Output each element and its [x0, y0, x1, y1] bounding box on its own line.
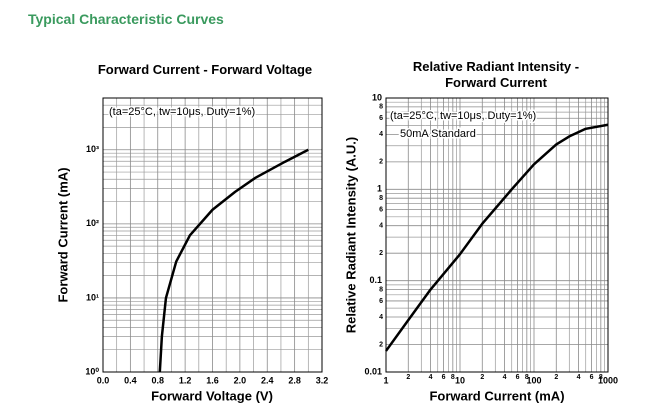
- y-tick-label: 2: [379, 250, 383, 257]
- x-tick-label: 6: [442, 374, 446, 381]
- y-tick-label: 8: [379, 286, 383, 293]
- annotation: (ta=25°C, tw=10μs, Duty=1%): [109, 106, 255, 118]
- data-line: [158, 148, 309, 373]
- y-tick-label: 1: [377, 184, 382, 194]
- x-tick-label: 2.4: [261, 375, 274, 385]
- y-tick-label: 10: [372, 92, 382, 102]
- y-tick-label: 6: [379, 206, 383, 213]
- x-tick-label: 0.4: [124, 375, 137, 385]
- annotation: 50mA Standard: [400, 128, 476, 140]
- x-tick-label: 1.6: [206, 375, 219, 385]
- y-tick-label: 8: [379, 104, 383, 111]
- x-tick-label: 100: [526, 375, 541, 385]
- x-tick-label: 1.2: [179, 375, 192, 385]
- annotation: (ta=25°C, tw=10μs, Duty=1%): [390, 110, 536, 122]
- y-tick-label: 4: [379, 314, 383, 321]
- x-tick-label: 4: [577, 374, 581, 381]
- x-axis-label: Forward Voltage (V): [151, 388, 273, 403]
- x-tick-label: 4: [429, 374, 433, 381]
- y-axis-label: Relative Radiant Intensity (A.U.): [343, 137, 358, 333]
- x-tick-label: 6: [516, 374, 520, 381]
- x-tick-label: 0.8: [151, 375, 164, 385]
- plot-area: [386, 98, 608, 372]
- data-line: [384, 123, 609, 352]
- plot-frame: [385, 97, 609, 373]
- y-tick-label: 4: [379, 223, 383, 230]
- y-tick-label: 2: [379, 159, 383, 166]
- x-tick-label: 8: [599, 374, 603, 381]
- y-tick-label: 10⁰: [85, 366, 99, 376]
- x-tick-label: 1000: [598, 375, 618, 385]
- y-tick-label: 10²: [86, 218, 99, 228]
- y-tick-label: 6: [379, 298, 383, 305]
- x-tick-label: 8: [525, 374, 529, 381]
- x-tick-label: 2: [406, 374, 410, 381]
- heading: Typical Characteristic Curves: [28, 11, 224, 27]
- y-tick-label: 0.01: [364, 366, 382, 376]
- y-tick-label: 2: [379, 341, 383, 348]
- chart-title: Forward Current - Forward Voltage: [97, 62, 313, 77]
- x-tick-label: 0.0: [97, 375, 110, 385]
- x-tick-label: 2: [480, 374, 484, 381]
- y-tick-label: 8: [379, 195, 383, 202]
- x-tick-label: 6: [590, 374, 594, 381]
- x-tick-label: 10: [455, 375, 465, 385]
- x-tick-label: 8: [451, 374, 455, 381]
- y-tick-label: 4: [379, 131, 383, 138]
- x-axis-label: Forward Current (mA): [429, 388, 564, 403]
- x-tick-label: 3.2: [316, 375, 329, 385]
- y-tick-label: 0.1: [369, 275, 382, 285]
- chart-title: Relative Radiant Intensity - Forward Cur…: [412, 59, 580, 90]
- y-tick-label: 10³: [86, 144, 99, 154]
- x-tick-label: 2.0: [234, 375, 247, 385]
- y-tick-label: 10¹: [86, 292, 99, 302]
- x-tick-label: 2: [554, 374, 558, 381]
- x-tick-label: 1: [383, 375, 388, 385]
- x-tick-label: 4: [503, 374, 507, 381]
- y-axis-label: Forward Current (mA): [55, 167, 70, 302]
- x-tick-label: 2.8: [288, 375, 301, 385]
- y-tick-label: 6: [379, 115, 383, 122]
- plot-frame: [102, 97, 323, 373]
